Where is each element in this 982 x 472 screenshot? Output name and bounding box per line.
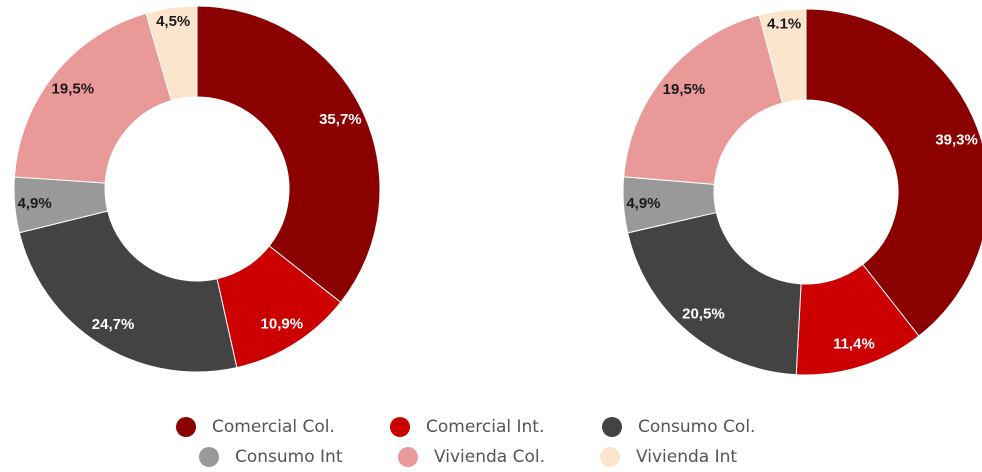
slice-label-consumo-col: 24,7% xyxy=(92,316,135,333)
slice-label-vivienda-int: 4.1% xyxy=(767,16,801,33)
legend-item-consumo-int: Consumo Int xyxy=(199,445,343,469)
donut-slice-consumo-col xyxy=(627,211,802,376)
donut-slice-comercial-col xyxy=(805,8,982,337)
donut-chart-right: 39,3% 11,4% 20,5% 4,9% 19,5% 4.1% xyxy=(622,8,982,376)
slice-label-comercial-int: 11,4% xyxy=(833,335,875,352)
slice-label-vivienda-col: 19,5% xyxy=(52,81,95,98)
legend-item-comercial-col: Comercial Col. xyxy=(176,415,335,439)
legend-item-consumo-col: Consumo Col. xyxy=(602,415,755,439)
slice-label-comercial-int: 10,9% xyxy=(261,315,304,332)
legend-label: Consumo Col. xyxy=(638,417,756,437)
legend-item-vivienda-int: Vivienda Int xyxy=(600,445,737,469)
legend-marker xyxy=(398,447,418,467)
legend-label: Consumo Int xyxy=(235,447,343,467)
legend-label: Comercial Col. xyxy=(212,417,335,437)
slice-label-consumo-int: 4,9% xyxy=(626,195,660,212)
legend-marker xyxy=(600,447,620,467)
slice-label-vivienda-int: 4,5% xyxy=(156,13,190,30)
donut-slice-vivienda-int xyxy=(758,8,807,104)
legend-label: Vivienda Int xyxy=(636,447,738,467)
slice-label-comercial-col: 39,3% xyxy=(935,132,978,149)
donut-slice-vivienda-col xyxy=(623,14,784,185)
legend-marker xyxy=(199,447,219,467)
slice-label-consumo-col: 20,5% xyxy=(682,305,725,322)
donut-slice-consumo-col xyxy=(18,210,238,373)
legend-item-comercial-int: Comercial Int. xyxy=(390,415,544,439)
donut-chart-left: 35,7% 10,9% 24,7% 4,9% 19,5% 4,5% xyxy=(13,5,381,373)
slice-label-consumo-int: 4,9% xyxy=(18,195,52,212)
legend-marker xyxy=(176,417,196,437)
legend-label: Vivienda Col. xyxy=(434,447,546,467)
legend-marker xyxy=(390,417,410,437)
legend-item-vivienda-col: Vivienda Col. xyxy=(398,445,545,469)
donut-slice-comercial-col xyxy=(196,5,381,304)
legend-label: Comercial Int. xyxy=(426,417,545,437)
donut-slice-vivienda-col xyxy=(13,12,173,184)
slice-label-comercial-col: 35,7% xyxy=(319,111,362,128)
charts-canvas: 35,7% 10,9% 24,7% 4,9% 19,5% 4,5% 39,3% 11,4% 2… xyxy=(13,5,982,376)
donut-slice-vivienda-int xyxy=(145,5,198,102)
slice-label-vivienda-col: 19,5% xyxy=(663,81,706,98)
legend-marker xyxy=(602,417,622,437)
